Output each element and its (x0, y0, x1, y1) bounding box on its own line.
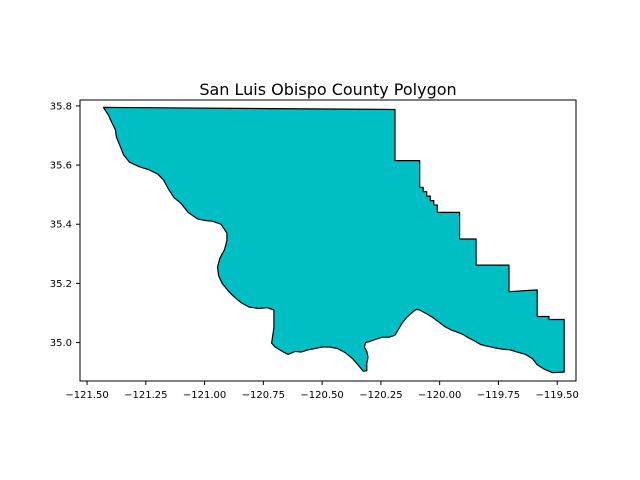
x-axis: −121.50 −121.25 −121.00 −120.75 −120.50 −120.… (65, 381, 579, 401)
y-tick-label: 35.0 (50, 338, 72, 349)
y-tick-label: 35.4 (50, 220, 72, 231)
x-tick-label: −121.00 (183, 390, 226, 401)
y-tick-label: 35.6 (50, 161, 72, 172)
x-tick-label: −120.00 (418, 390, 461, 401)
x-tick-label: −120.50 (300, 390, 343, 401)
map-title: San Luis Obispo County Polygon (199, 80, 456, 99)
y-tick-label: 35.2 (50, 279, 72, 290)
x-tick-label: −120.25 (359, 390, 402, 401)
x-tick-label: −119.50 (536, 390, 579, 401)
x-tick-label: −120.75 (242, 390, 285, 401)
county-polygon (102, 106, 565, 374)
x-tick-label: −119.75 (477, 390, 520, 401)
y-axis: 35.0 35.2 35.4 35.6 35.8 (50, 101, 80, 349)
y-tick-label: 35.8 (50, 101, 72, 112)
plot-area (102, 106, 565, 374)
x-tick-label: −121.25 (124, 390, 167, 401)
x-tick-label: −121.50 (65, 390, 108, 401)
axes-frame (79, 99, 577, 382)
